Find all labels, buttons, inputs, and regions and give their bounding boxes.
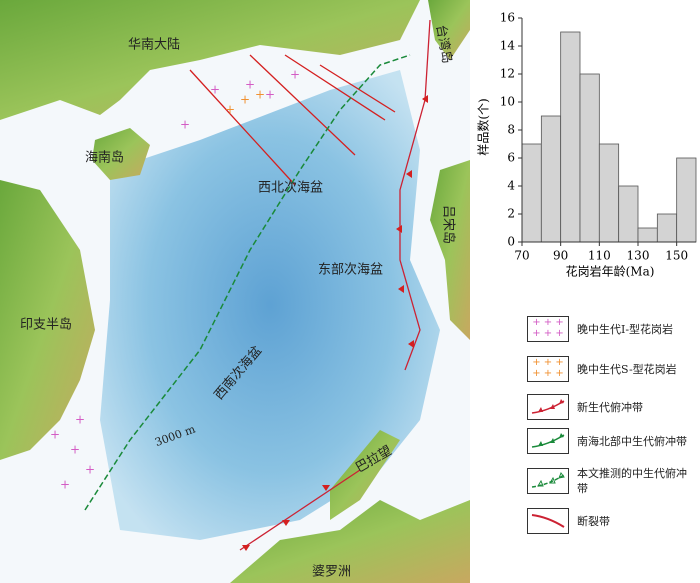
map-label: 台湾岛 (433, 24, 456, 65)
legend-item: + + + + + + 晚中生代I-型花岗岩 (527, 316, 699, 342)
svg-text:+: + (245, 78, 255, 92)
palawan (330, 430, 400, 520)
map-label: 婆罗洲 (312, 565, 351, 580)
hainan (92, 128, 150, 180)
map-label: 吕宋岛 (441, 205, 457, 244)
taiwan (428, 0, 470, 60)
map-label: 海南岛 (85, 150, 124, 166)
x-tick-label: 130 (627, 249, 650, 263)
map-label: 印支半岛 (20, 317, 72, 333)
x-tick-label: 90 (553, 249, 568, 263)
bar (521, 143, 542, 243)
s-granite: + + + (225, 88, 265, 117)
svg-text:+: + (255, 88, 265, 102)
map-label: 华南大陆 (128, 37, 180, 53)
mesozoic-subduction (84, 54, 411, 511)
borneo (230, 500, 470, 583)
svg-text:+: + (75, 413, 85, 427)
legend-text: 晚中生代S-型花岗岩 (577, 362, 677, 376)
svg-text:+: + (180, 118, 190, 132)
faults (189, 54, 396, 186)
legend-text: 南海北部中生代俯冲带 (577, 434, 687, 448)
y-tick-label: 4 (507, 179, 515, 193)
legend-item: 断裂带 (527, 508, 699, 534)
legend-item: + + + + + + 晚中生代S-型花岗岩 (527, 356, 699, 382)
legend-item: 新生代俯冲带 (527, 394, 699, 420)
svg-text:+: + (225, 103, 235, 117)
x-axis-label: 花岗岩年龄(Ma) (566, 264, 655, 279)
y-tick-label: 14 (500, 39, 516, 53)
bar (676, 157, 697, 243)
map-label: 东部次海盆 (318, 262, 383, 278)
bar (540, 115, 562, 243)
svg-text:+: + (240, 93, 250, 107)
bar (560, 31, 581, 243)
legend-text: 新生代俯冲带 (577, 400, 643, 414)
svg-text:+: + (50, 428, 60, 442)
map: ++ ++++++++ ++ + 华南大陆 台湾岛 海南岛 西北次海盆 东部次海盆 … (0, 0, 470, 583)
y-tick-label: 10 (500, 95, 515, 109)
svg-text:+: + (85, 463, 95, 477)
south-china (0, 0, 420, 120)
legend-text: 本文推测的中生代俯冲带 (577, 467, 687, 495)
map-label: 西北次海盆 (258, 180, 323, 196)
basin (100, 70, 440, 540)
bar (656, 213, 678, 243)
cenozoic-subduction-east (399, 19, 431, 371)
legend-text: 晚中生代I-型花岗岩 (577, 322, 674, 336)
svg-text:+: + (265, 88, 275, 102)
svg-text:+: + (60, 478, 70, 492)
y-axis-label: 样品数(个) (476, 98, 491, 155)
y-tick-label: 8 (507, 123, 515, 137)
indochina (0, 180, 95, 460)
svg-text:+: + (290, 68, 300, 82)
bar (637, 227, 658, 243)
bar (618, 185, 639, 243)
cenozoic-subduction-south (239, 469, 361, 551)
legend-item: 南海北部中生代俯冲带 (527, 428, 699, 454)
luzon (430, 160, 470, 340)
legend-item: 本文推测的中生代俯冲带 (527, 466, 699, 496)
x-tick-label: 150 (665, 249, 688, 263)
y-tick-label: 2 (507, 207, 515, 221)
y-tick-label: 6 (507, 151, 515, 165)
i-granite: ++ ++++++++ (50, 68, 300, 492)
x-tick-label: 110 (588, 249, 611, 263)
bar (598, 143, 620, 243)
y-tick-label: 12 (500, 67, 515, 81)
svg-text:+: + (70, 443, 80, 457)
legend-text: 断裂带 (577, 514, 610, 528)
x-tick-label: 70 (514, 249, 529, 263)
y-tick-label: 16 (500, 11, 515, 25)
svg-text:+: + (210, 83, 220, 97)
y-tick-label: 0 (507, 235, 515, 249)
subduction-teeth (242, 95, 428, 551)
bar (579, 73, 600, 243)
histogram: 样品数(个) 花岗岩年龄(Ma) 0 2 4 6 8 10 12 14 16 70 90 110 130… (476, 11, 697, 279)
